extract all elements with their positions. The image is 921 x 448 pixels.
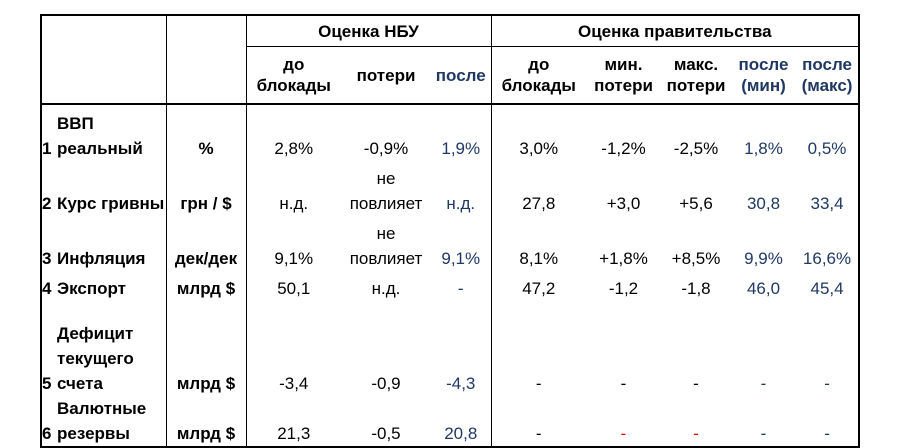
cell-value: - <box>693 374 699 393</box>
cell-value: +3,0 <box>606 194 641 213</box>
cell-value: 47,2 <box>490 271 586 301</box>
cell-value: -0,5 <box>371 424 401 443</box>
data-table: Оценка НБУ Оценка правительства до блока… <box>40 14 861 448</box>
cell-value: не повлияет <box>349 169 423 213</box>
cell-value: - <box>620 374 627 393</box>
cell-value: 45,4 <box>810 279 844 298</box>
cell-value: 27,8 <box>490 161 586 216</box>
column-header: после (мин) <box>731 46 796 105</box>
cell-value: 9,1% <box>441 249 481 268</box>
row-number: 1 <box>42 139 52 158</box>
column-header: после (макс) <box>796 46 860 105</box>
column-header: до блокады <box>490 46 586 105</box>
cell-value: -2,5% <box>673 139 719 158</box>
cell-value: 16,6% <box>802 249 852 268</box>
cell-value: +1,8% <box>599 249 648 268</box>
row-number: 6 <box>42 424 52 443</box>
table-row: 1 ВВП реальный% 2,8% -0,9% 1,9% 3,0% -1,2% -2,5… <box>41 104 859 161</box>
cell-value: 21,3 <box>245 396 341 447</box>
cell-value: - <box>824 374 830 393</box>
cell-value: не повлияет <box>349 224 423 268</box>
cell-value: 9,1% <box>245 216 341 271</box>
cell-value: - <box>490 396 586 447</box>
column-header: после <box>431 46 491 105</box>
cell-value: -4,3 <box>446 374 476 393</box>
unit: дек/дек <box>165 216 246 271</box>
row-label: Экспорт <box>57 279 126 298</box>
cell-value: - <box>824 424 830 443</box>
cell-value: +5,6 <box>679 194 713 213</box>
unit: млрд $ <box>165 396 246 447</box>
header-row: до блокады потери после до блокады мин. поте… <box>41 46 860 105</box>
row-number: 4 <box>42 279 52 298</box>
cell-value: 3,0% <box>490 104 586 161</box>
cell-value: 33,4 <box>810 194 844 213</box>
cell-value: - <box>490 301 586 396</box>
cell-value: -0,9 <box>371 374 401 393</box>
table-row: 2 Курс гривны грн / $ н.д. не повлияет н.д. 27… <box>41 161 859 216</box>
table-row: 3 Инфляция дек/дек 9,1% не повлияет 9,1% 8,1% +… <box>41 216 859 271</box>
cell-value: - <box>620 424 627 443</box>
cell-value: -0,9% <box>363 139 409 158</box>
unit: млрд $ <box>165 301 246 396</box>
cell-value: -1,2 <box>608 279 639 298</box>
cell-value: н.д. <box>371 279 401 298</box>
unit: % <box>165 104 246 161</box>
row-label: Валютные резервы <box>57 399 147 443</box>
cell-value: -3,4 <box>245 301 341 396</box>
cell-value: 1,9% <box>441 139 481 158</box>
cell-value: - <box>457 279 464 298</box>
cell-value: - <box>760 424 767 443</box>
cell-value: -1,2% <box>601 139 646 158</box>
unit: млрд $ <box>165 271 246 301</box>
row-label: ВВП реальный <box>57 114 143 158</box>
row-label: Курс гривны <box>57 194 165 213</box>
row-number: 5 <box>42 374 52 393</box>
header-row: Оценка НБУ Оценка правительства <box>41 15 860 47</box>
group-header: Оценка НБУ <box>245 15 491 47</box>
unit: грн / $ <box>165 161 246 216</box>
group-header: Оценка правительства <box>490 15 860 47</box>
cell-value: 30,8 <box>746 194 781 213</box>
cell-value: - <box>760 374 767 393</box>
column-header: до блокады <box>245 46 341 105</box>
row-number: 2 <box>42 194 52 213</box>
row-label: Дефицит текущего счета <box>57 324 134 393</box>
cell-value: - <box>693 424 699 443</box>
cell-value: 8,1% <box>490 216 586 271</box>
cell-value: 0,5% <box>807 139 847 158</box>
cell-value: 1,8% <box>744 139 783 158</box>
column-header: макс. потери <box>661 46 731 105</box>
cell-value: 46,0 <box>746 279 781 298</box>
cell-value: -1,8 <box>681 279 711 298</box>
cell-value: 50,1 <box>245 271 341 301</box>
row-label: Инфляция <box>57 249 146 268</box>
cell-value: н.д. <box>446 194 476 213</box>
row-number: 3 <box>42 249 52 268</box>
cell-value: 9,9% <box>744 249 783 268</box>
cell-value: н.д. <box>245 161 341 216</box>
table-row: 4 Экспорт млрд $50,1 н.д. - 47,2 -1,2 -1,8 46,0 4… <box>41 271 859 301</box>
cell-value: +8,5% <box>671 249 721 268</box>
cell-value: 20,8 <box>444 424 478 443</box>
cell-value: 2,8% <box>245 104 341 161</box>
column-header: потери <box>341 46 431 105</box>
column-header: мин. потери <box>586 46 661 105</box>
table-row: 5 Дефицит текущего счета млрд $ -3,4 -0,9 -4,… <box>41 301 859 396</box>
table-row: 6 Валютные резервы млрд $21,3 -0,5 20,8- - - - - <box>41 396 859 447</box>
